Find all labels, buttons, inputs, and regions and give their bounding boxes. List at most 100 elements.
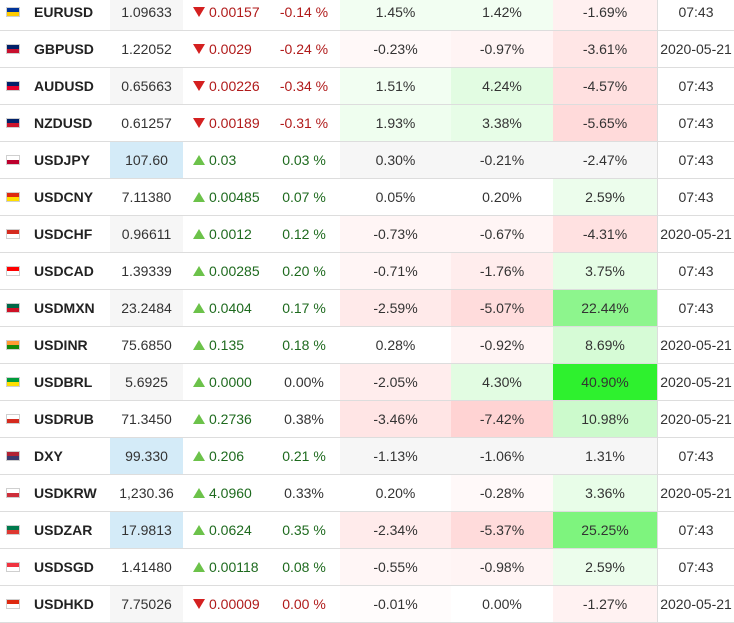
symbol-link[interactable]: USDZAR (34, 522, 93, 538)
table-row[interactable]: EURUSD 1.09633 0.00157 -0.14 % 1.45% 1.42% -1.… (0, 0, 734, 31)
table-row[interactable]: USDKRW 1,230.36 4.0960 0.33% 0.20% -0.28% 3.36… (0, 475, 734, 512)
symbol-link[interactable]: USDKRW (34, 485, 97, 501)
symbol-link[interactable]: USDRUB (34, 411, 94, 427)
period-change-1: -2.59% (340, 290, 451, 326)
flag-cell (0, 68, 26, 104)
price-change: 0.00485 (183, 179, 268, 215)
flag-cell (0, 290, 26, 326)
price-change: 0.2736 (183, 401, 268, 437)
change-value: 0.00118 (209, 559, 259, 575)
change-value: 0.00009 (209, 596, 260, 612)
update-time: 2020-05-21 (657, 31, 734, 67)
table-row[interactable]: USDRUB 71.3450 0.2736 0.38% -3.46% -7.42% 10.9… (0, 401, 734, 438)
table-row[interactable]: USDBRL 5.6925 0.0000 0.00% -2.05% 4.30% 40.90%… (0, 364, 734, 401)
table-row[interactable]: AUDUSD 0.65663 0.00226 -0.34 % 1.51% 4.24% -4.… (0, 68, 734, 105)
arrow-up-icon (193, 155, 205, 165)
period-change-1: 1.45% (340, 0, 451, 30)
table-row[interactable]: GBPUSD 1.22052 0.0029 -0.24 % -0.23% -0.97% -3… (0, 31, 734, 68)
table-row[interactable]: USDZAR 17.9813 0.0624 0.35 % -2.34% -5.37% 25.… (0, 512, 734, 549)
arrow-up-icon (193, 488, 205, 498)
symbol-link[interactable]: AUDUSD (34, 78, 94, 94)
update-time: 07:43 (657, 253, 734, 289)
table-row[interactable]: USDJPY 107.60 0.03 0.03 % 0.30% -0.21% -2.47% 0… (0, 142, 734, 179)
change-percent: 0.07 % (282, 189, 326, 205)
change-value: 0.0029 (209, 41, 252, 57)
period-change-3: 1.31% (553, 438, 657, 474)
change-percent: 0.33% (284, 485, 324, 501)
br-flag-icon (6, 377, 20, 387)
update-time: 07:43 (657, 549, 734, 585)
jp-flag-icon (6, 155, 20, 165)
change-value: 0.0012 (209, 226, 252, 242)
period-change-1: -2.05% (340, 364, 451, 400)
last-price: 7.75026 (110, 586, 183, 622)
table-row[interactable]: USDCAD 1.39339 0.00285 0.20 % -0.71% -1.76% 3.… (0, 253, 734, 290)
update-time: 07:43 (657, 68, 734, 104)
change-percent: -0.34 % (279, 78, 329, 94)
arrow-up-icon (193, 377, 205, 387)
period-change-1: 0.28% (340, 327, 451, 363)
change-value: 0.00485 (209, 189, 260, 205)
change-percent: 0.21 % (282, 448, 326, 464)
change-value: 0.00226 (209, 78, 260, 94)
change-percent: 0.03 % (282, 152, 326, 168)
change-percent: -0.14 % (279, 4, 329, 20)
period-change-3: 2.59% (553, 179, 657, 215)
table-row[interactable]: USDMXN 23.2484 0.0404 0.17 % -2.59% -5.07% 22.… (0, 290, 734, 327)
eu-flag-icon (6, 7, 20, 17)
change-percent: 0.08 % (282, 559, 326, 575)
price-change: 0.00009 (183, 586, 268, 622)
table-row[interactable]: USDCHF 0.96611 0.0012 0.12 % -0.73% -0.67% -4.… (0, 216, 734, 253)
last-price: 71.3450 (110, 401, 183, 437)
update-time: 2020-05-21 (657, 401, 734, 437)
arrow-down-icon (193, 44, 205, 54)
symbol-link[interactable]: USDCAD (34, 263, 94, 279)
symbol-link[interactable]: USDCHF (34, 226, 93, 242)
symbol-link[interactable]: USDHKD (34, 596, 94, 612)
symbol-link[interactable]: USDMXN (34, 300, 95, 316)
symbol-link[interactable]: USDBRL (34, 374, 93, 390)
period-change-3: 2.59% (553, 549, 657, 585)
symbol-link[interactable]: GBPUSD (34, 41, 94, 57)
last-price: 107.60 (110, 142, 183, 178)
period-change-1: 0.20% (340, 475, 451, 511)
symbol-link[interactable]: USDSGD (34, 559, 94, 575)
symbol-link[interactable]: EURUSD (34, 4, 94, 20)
period-change-1: -3.46% (340, 401, 451, 437)
last-price: 5.6925 (110, 364, 183, 400)
table-row[interactable]: DXY 99.330 0.206 0.21 % -1.13% -1.06% 1.31% 07:… (0, 438, 734, 475)
update-time: 07:43 (657, 179, 734, 215)
period-change-2: -1.06% (451, 438, 553, 474)
table-row[interactable]: NZDUSD 0.61257 0.00189 -0.31 % 1.93% 3.38% -5.… (0, 105, 734, 142)
flag-cell (0, 364, 26, 400)
period-change-2: -7.42% (451, 401, 553, 437)
price-change: 0.00118 (183, 549, 268, 585)
symbol-link[interactable]: USDINR (34, 337, 88, 353)
period-change-2: 0.00% (451, 586, 553, 622)
symbol-link[interactable]: DXY (34, 448, 63, 464)
update-time: 07:43 (657, 0, 734, 30)
symbol-link[interactable]: NZDUSD (34, 115, 93, 131)
period-change-1: -0.01% (340, 586, 451, 622)
change-value: 0.00285 (209, 263, 260, 279)
flag-cell (0, 327, 26, 363)
symbol-link[interactable]: USDJPY (34, 152, 91, 168)
change-percent: -0.31 % (279, 115, 329, 131)
last-price: 7.11380 (110, 179, 183, 215)
price-change: 0.00189 (183, 105, 268, 141)
table-row[interactable]: USDCNY 7.11380 0.00485 0.07 % 0.05% 0.20% 2.59… (0, 179, 734, 216)
arrow-up-icon (193, 303, 205, 313)
table-row[interactable]: USDHKD 7.75026 0.00009 0.00 % -0.01% 0.00% -1.… (0, 586, 734, 623)
arrow-down-icon (193, 599, 205, 609)
update-time: 07:43 (657, 105, 734, 141)
table-row[interactable]: USDSGD 1.41480 0.00118 0.08 % -0.55% -0.98% 2.… (0, 549, 734, 586)
period-change-2: -5.07% (451, 290, 553, 326)
change-percent: 0.17 % (282, 300, 326, 316)
symbol-link[interactable]: USDCNY (34, 189, 94, 205)
table-row[interactable]: USDINR 75.6850 0.135 0.18 % 0.28% -0.92% 8.69%… (0, 327, 734, 364)
update-time: 2020-05-21 (657, 475, 734, 511)
period-change-2: -1.76% (451, 253, 553, 289)
change-value: 0.206 (209, 448, 245, 464)
period-change-1: -0.73% (340, 216, 451, 252)
